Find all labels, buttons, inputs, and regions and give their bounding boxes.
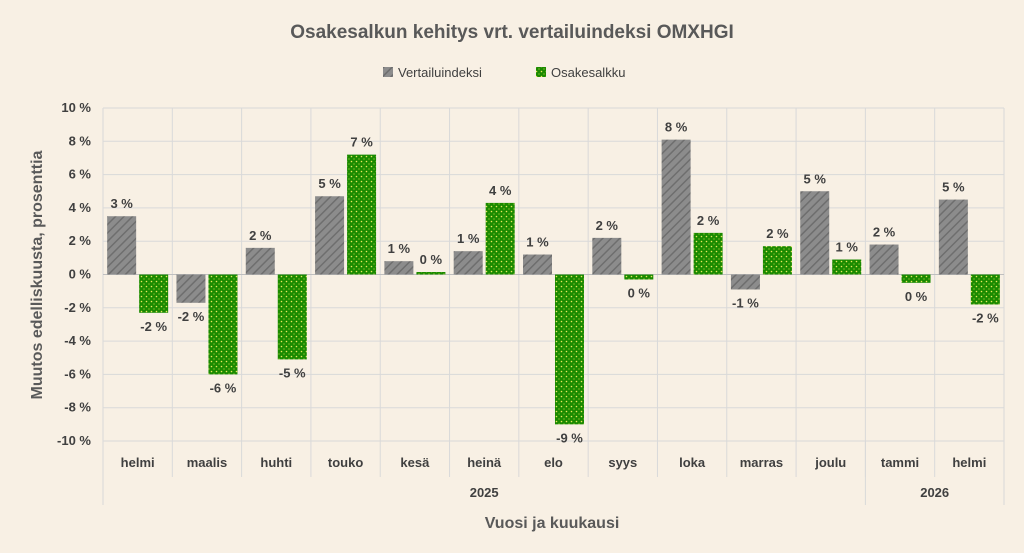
y-tick-label: 6 % bbox=[69, 167, 92, 182]
data-label: 2 % bbox=[697, 213, 720, 228]
x-tick-label: helmi bbox=[952, 455, 986, 470]
bar-vertailuindeksi bbox=[384, 261, 414, 275]
x-tick-label: heinä bbox=[467, 455, 502, 470]
y-axis-title: Muutos edelliskuusta, prosenttia bbox=[29, 150, 46, 399]
bar-vertailuindeksi bbox=[800, 191, 830, 275]
bar-vertailuindeksi bbox=[107, 216, 137, 275]
data-label: 1 % bbox=[388, 241, 411, 256]
y-tick-label: -10 % bbox=[57, 433, 91, 448]
legend-swatch-vertailuindeksi bbox=[383, 67, 393, 77]
bar-vertailuindeksi bbox=[730, 274, 760, 290]
x-tick-label: loka bbox=[679, 455, 706, 470]
bar-osakesalkku bbox=[901, 274, 931, 283]
data-label: -9 % bbox=[556, 430, 583, 445]
data-label: 3 % bbox=[110, 196, 133, 211]
y-tick-label: 8 % bbox=[69, 133, 92, 148]
x-tick-label: tammi bbox=[881, 455, 919, 470]
data-label: -2 % bbox=[178, 309, 205, 324]
bar-osakesalkku bbox=[208, 274, 238, 375]
legend-label-vertailuindeksi: Vertailuindeksi bbox=[398, 65, 482, 80]
data-label: 7 % bbox=[350, 135, 373, 150]
chart-title: Osakesalkun kehitys vrt. vertailuindeksi… bbox=[290, 22, 734, 43]
data-label: -1 % bbox=[732, 295, 759, 310]
x-axis-title: Vuosi ja kuukausi bbox=[485, 515, 620, 532]
data-label: 0 % bbox=[628, 285, 651, 300]
data-label: 5 % bbox=[318, 176, 341, 191]
data-label: 2 % bbox=[873, 225, 896, 240]
y-tick-label: -4 % bbox=[64, 333, 91, 348]
bar-osakesalkku bbox=[347, 154, 377, 275]
bar-vertailuindeksi bbox=[176, 274, 206, 303]
bar-vertailuindeksi bbox=[523, 254, 552, 275]
bar-osakesalkku bbox=[624, 274, 654, 280]
gridlines bbox=[102, 107, 1005, 442]
y-tick-label: 2 % bbox=[69, 233, 92, 248]
x-tick-label: syys bbox=[608, 455, 637, 470]
bars bbox=[107, 139, 1000, 425]
x-year-label: 2026 bbox=[920, 485, 949, 500]
bar-vertailuindeksi bbox=[245, 247, 275, 275]
x-year-label: 2025 bbox=[470, 485, 499, 500]
x-tick-label: helmi bbox=[121, 455, 155, 470]
bar-osakesalkku bbox=[485, 202, 515, 275]
x-tick-label: huhti bbox=[260, 455, 292, 470]
bar-vertailuindeksi bbox=[661, 139, 691, 275]
bar-osakesalkku bbox=[139, 274, 169, 313]
data-label: 5 % bbox=[942, 180, 965, 195]
data-label: 5 % bbox=[804, 171, 827, 186]
x-tick-label: joulu bbox=[814, 455, 846, 470]
data-label: 8 % bbox=[665, 120, 688, 135]
y-axis-ticks: 10 % 8 % 6 % 4 % 2 % 0 % -2 % -4 % -6 % -8 % -10 % bbox=[57, 100, 91, 448]
x-tick-label: marras bbox=[740, 455, 783, 470]
data-label: -6 % bbox=[210, 380, 237, 395]
y-tick-label: 10 % bbox=[61, 100, 91, 115]
x-tick-label: elo bbox=[544, 455, 563, 470]
data-label: 4 % bbox=[489, 183, 512, 198]
bar-osakesalkku bbox=[555, 274, 584, 425]
legend-label-osakesalkku: Osakesalkku bbox=[551, 65, 625, 80]
data-label: -2 % bbox=[140, 319, 167, 334]
legend-swatch-osakesalkku bbox=[536, 67, 546, 77]
bar-osakesalkku bbox=[762, 246, 792, 275]
data-label: 2 % bbox=[766, 226, 789, 241]
y-tick-label: -2 % bbox=[64, 300, 91, 315]
y-tick-label: -8 % bbox=[64, 400, 91, 415]
x-tick-label: touko bbox=[328, 455, 363, 470]
bar-vertailuindeksi bbox=[938, 199, 968, 275]
data-label: 0 % bbox=[420, 252, 443, 267]
data-label: -2 % bbox=[972, 310, 999, 325]
legend: Vertailuindeksi Osakesalkku bbox=[383, 65, 625, 80]
data-label: 1 % bbox=[836, 240, 859, 255]
bar-osakesalkku bbox=[416, 272, 446, 275]
x-axis: helmi maalis huhti touko kesä heinä elo syys lok… bbox=[102, 441, 1005, 505]
bar-vertailuindeksi bbox=[592, 237, 622, 275]
y-tick-label: 4 % bbox=[69, 200, 92, 215]
y-tick-label: 0 % bbox=[69, 267, 92, 282]
x-tick-label: maalis bbox=[187, 455, 227, 470]
data-labels: 3 % -2 % -2 % -6 % 2 % -5 % 5 % 7 % 1 % 0 % 1 % 4 %… bbox=[110, 120, 999, 446]
data-label: 2 % bbox=[249, 228, 272, 243]
data-label: 1 % bbox=[526, 235, 549, 250]
x-tick-label: kesä bbox=[400, 455, 430, 470]
bar-osakesalkku bbox=[277, 274, 307, 360]
data-label: 0 % bbox=[905, 289, 928, 304]
data-label: 1 % bbox=[457, 231, 480, 246]
y-tick-label: -6 % bbox=[64, 366, 91, 381]
bar-osakesalkku bbox=[832, 259, 862, 275]
data-label: 2 % bbox=[596, 218, 619, 233]
bar-vertailuindeksi bbox=[315, 196, 345, 275]
bar-vertailuindeksi bbox=[453, 251, 483, 275]
bar-osakesalkku bbox=[970, 274, 1000, 305]
bar-osakesalkku bbox=[693, 232, 723, 275]
bar-vertailuindeksi bbox=[869, 244, 899, 275]
data-label: -5 % bbox=[279, 365, 306, 380]
